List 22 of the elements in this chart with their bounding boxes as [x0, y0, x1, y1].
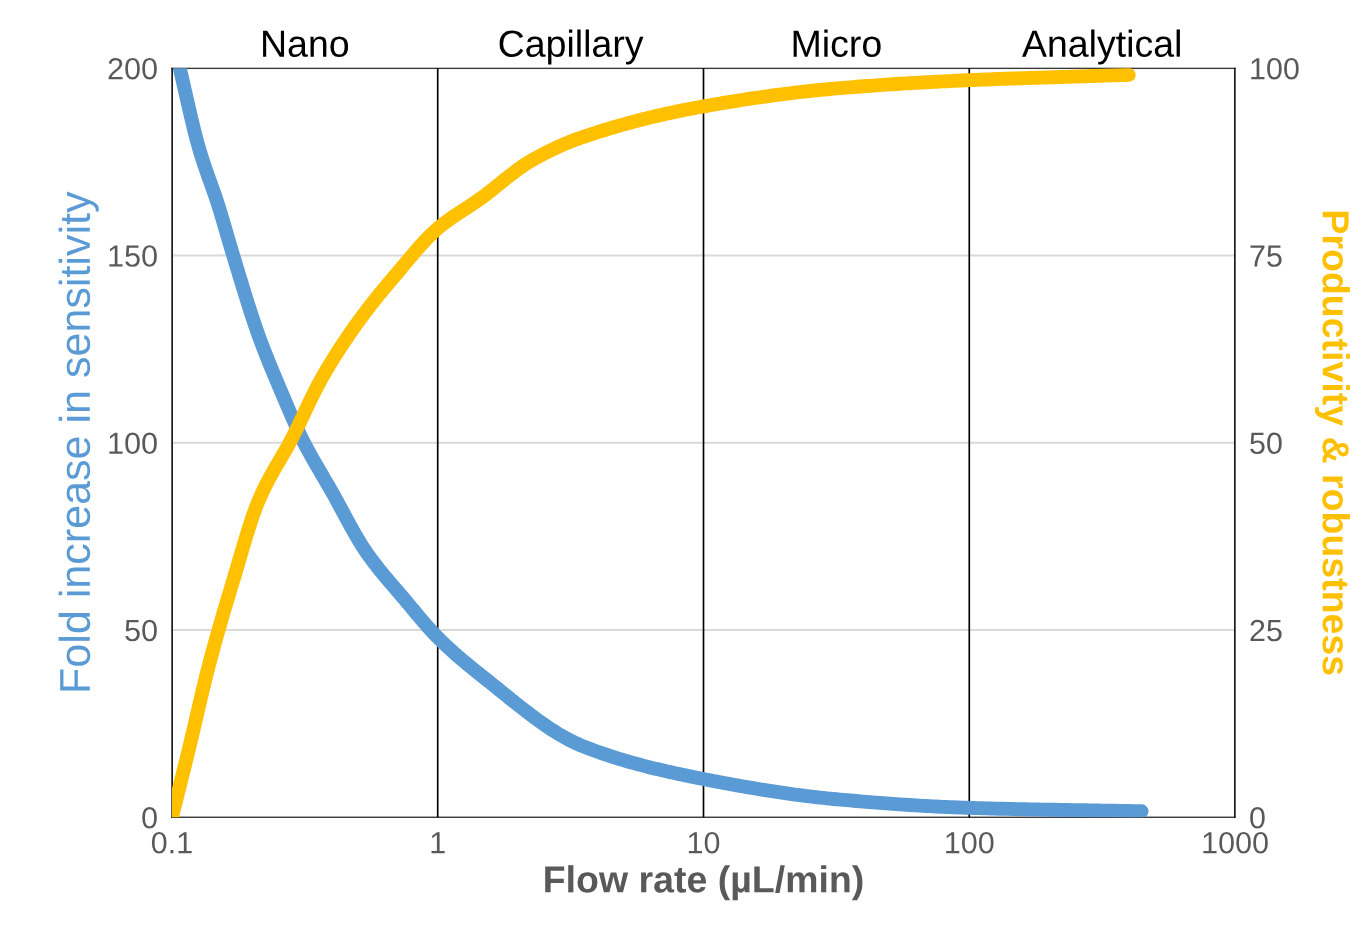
- y2-tick-label: 100: [1251, 57, 1299, 80]
- y-tick-label: 200: [108, 57, 157, 80]
- y-tick-label: 150: [109, 245, 157, 267]
- x-tick-label: 1000: [1203, 831, 1268, 854]
- x-tick-label: 10: [688, 831, 720, 854]
- text: Nano: [263, 30, 349, 58]
- x-tick-label: 0.1: [151, 831, 192, 854]
- x-tick-label: 1: [431, 832, 445, 854]
- y-tick-label: 100: [109, 432, 157, 455]
- text: Capillary: [499, 29, 644, 65]
- y-tick-label: 0: [142, 806, 157, 829]
- y2-axis-title: Productivity & robustness: [1314, 211, 1350, 675]
- x-tick-label: 100: [946, 831, 994, 854]
- y2-tick-label: 75: [1250, 245, 1282, 267]
- x-axis-title: Flow rate (µL/min): [545, 865, 863, 901]
- y-axis-title: Fold increase in sensitivity: [58, 191, 99, 691]
- y-tick-label: 50: [125, 619, 157, 642]
- y2-tick-label: 0: [1250, 806, 1265, 829]
- y2-tick-label: 25: [1250, 619, 1282, 642]
- text: Analytical: [1022, 29, 1180, 65]
- y2-tick-label: 50: [1250, 432, 1282, 455]
- text: Micro: [793, 29, 881, 58]
